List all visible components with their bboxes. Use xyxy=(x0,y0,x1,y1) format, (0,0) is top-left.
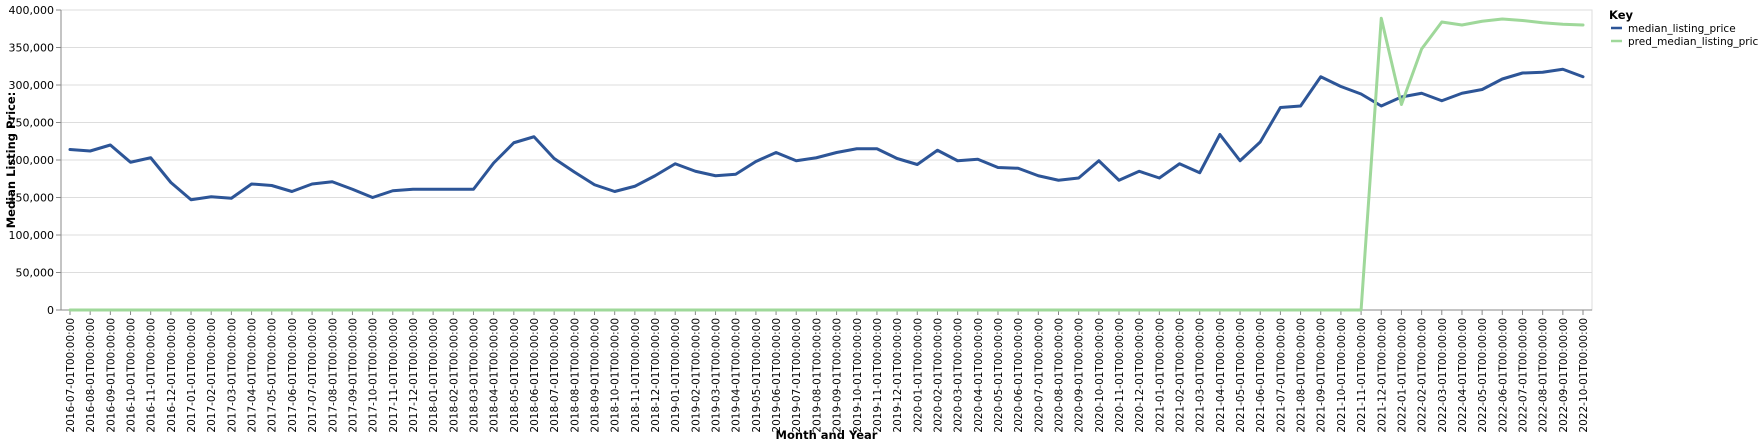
x-tick-label: 2016-12-01T00:00:00 xyxy=(166,318,178,433)
x-tick-label: 2021-08-01T00:00:00 xyxy=(1296,318,1308,433)
series-lines xyxy=(68,16,1585,312)
x-tick-label: 2018-12-01T00:00:00 xyxy=(650,318,662,433)
x-tick-label: 2020-09-01T00:00:00 xyxy=(1074,318,1086,433)
x-tick-label: 2021-02-01T00:00:00 xyxy=(1175,318,1187,433)
legend-items: median_listing_pricepred_median_listing_… xyxy=(1611,23,1759,48)
x-tick-label: 2017-07-01T00:00:00 xyxy=(307,318,319,433)
x-tick-label: 2020-02-01T00:00:00 xyxy=(932,318,944,433)
x-tick-label: 2018-11-01T00:00:00 xyxy=(630,318,642,433)
y-tick-label: 200,000 xyxy=(9,154,55,167)
x-tick-label: 2018-02-01T00:00:00 xyxy=(448,318,460,433)
x-tick-label: 2019-03-01T00:00:00 xyxy=(711,318,723,433)
x-tick-label: 2019-10-01T00:00:00 xyxy=(852,318,864,433)
x-tick-label: 2017-05-01T00:00:00 xyxy=(267,318,279,433)
x-tick-label: 2018-06-01T00:00:00 xyxy=(529,318,541,433)
x-tick-label: 2018-09-01T00:00:00 xyxy=(590,318,602,433)
x-tick-label: 2019-02-01T00:00:00 xyxy=(690,318,702,433)
x-tick-label: 2021-03-01T00:00:00 xyxy=(1195,318,1207,433)
x-tick-label: 2022-02-01T00:00:00 xyxy=(1417,318,1429,433)
x-tick-label: 2022-07-01T00:00:00 xyxy=(1517,318,1529,433)
legend-label-median_listing_price: median_listing_price xyxy=(1628,23,1736,35)
y-tick-label: 50,000 xyxy=(16,267,55,280)
x-tick-label: 2020-06-01T00:00:00 xyxy=(1013,318,1025,433)
x-tick-label: 2020-01-01T00:00:00 xyxy=(912,318,924,433)
x-tick-label: 2018-10-01T00:00:00 xyxy=(610,318,622,433)
x-tick-label: 2022-10-01T00:00:00 xyxy=(1578,318,1590,433)
x-tick-label: 2017-01-01T00:00:00 xyxy=(186,318,198,433)
y-tick-label: 400,000 xyxy=(9,4,55,17)
x-tick-label: 2019-05-01T00:00:00 xyxy=(751,318,763,433)
gridlines xyxy=(61,9,1592,311)
x-tick-label: 2017-04-01T00:00:00 xyxy=(247,318,259,433)
x-tick-label: 2019-08-01T00:00:00 xyxy=(811,318,823,433)
x-tick-label: 2016-11-01T00:00:00 xyxy=(146,318,158,433)
legend: Key median_listing_pricepred_median_list… xyxy=(1609,8,1759,48)
x-tick-label: 2017-11-01T00:00:00 xyxy=(388,318,400,433)
x-axis-title: Month and Year xyxy=(776,428,878,442)
y-tick-label: 0 xyxy=(47,304,54,317)
x-tick-label: 2019-04-01T00:00:00 xyxy=(731,318,743,433)
x-tick-label: 2022-01-01T00:00:00 xyxy=(1396,318,1408,433)
x-tick-label: 2019-11-01T00:00:00 xyxy=(872,318,884,433)
x-tick-label: 2022-09-01T00:00:00 xyxy=(1558,318,1570,433)
x-axis: 2016-07-01T00:00:00 2016-08-01T00:00:00 20… xyxy=(61,309,1592,433)
x-tick-label: 2019-06-01T00:00:00 xyxy=(771,318,783,433)
x-tick-label: 2020-03-01T00:00:00 xyxy=(953,318,965,433)
x-tick-label: 2021-07-01T00:00:00 xyxy=(1275,318,1287,433)
x-tick-label: 2017-09-01T00:00:00 xyxy=(347,318,359,433)
x-tick-label: 2021-06-01T00:00:00 xyxy=(1255,318,1267,433)
x-tick-label: 2019-12-01T00:00:00 xyxy=(892,318,904,433)
x-tick-label: 2020-08-01T00:00:00 xyxy=(1053,318,1065,433)
y-tick-label: 150,000 xyxy=(9,192,55,205)
x-tick-label: 2018-04-01T00:00:00 xyxy=(489,318,501,433)
x-tick-label: 2021-10-01T00:00:00 xyxy=(1336,318,1348,433)
x-tick-label: 2018-08-01T00:00:00 xyxy=(569,318,581,433)
x-tick-label: 2016-09-01T00:00:00 xyxy=(105,318,117,433)
x-tick-label: 2020-07-01T00:00:00 xyxy=(1033,318,1045,433)
x-tick-label: 2016-08-01T00:00:00 xyxy=(85,318,97,433)
x-tick-label: 2019-07-01T00:00:00 xyxy=(791,318,803,433)
x-tick-label: 2022-04-01T00:00:00 xyxy=(1457,318,1469,433)
x-tick-label: 2018-01-01T00:00:00 xyxy=(428,318,440,433)
x-tick-label: 2018-05-01T00:00:00 xyxy=(509,318,521,433)
x-tick-label: 2017-10-01T00:00:00 xyxy=(368,318,380,433)
legend-title: Key xyxy=(1609,8,1634,22)
x-tick-label: 2022-05-01T00:00:00 xyxy=(1477,318,1489,433)
x-tick-label: 2020-12-01T00:00:00 xyxy=(1134,318,1146,433)
series-line-median_listing_price xyxy=(68,67,1585,202)
x-tick-label: 2021-04-01T00:00:00 xyxy=(1215,318,1227,433)
x-tick-label: 2021-05-01T00:00:00 xyxy=(1235,318,1247,433)
x-tick-label: 2020-10-01T00:00:00 xyxy=(1094,318,1106,433)
x-tick-label: 2019-09-01T00:00:00 xyxy=(832,318,844,433)
x-tick-label: 2018-03-01T00:00:00 xyxy=(468,318,480,433)
x-tick-label: 2017-06-01T00:00:00 xyxy=(287,318,299,433)
y-tick-label: 300,000 xyxy=(9,79,55,92)
x-tick-label: 2016-10-01T00:00:00 xyxy=(126,318,138,433)
x-tick-label: 2022-03-01T00:00:00 xyxy=(1437,318,1449,433)
y-axis: 0 50,000 100,000 150,000 200,000 250,000 300,0… xyxy=(9,4,62,317)
x-tick-label: 2022-06-01T00:00:00 xyxy=(1497,318,1509,433)
y-axis-title: Median Listing Price: xyxy=(4,92,18,229)
x-tick-label: 2020-05-01T00:00:00 xyxy=(993,318,1005,433)
x-tick-label: 2021-01-01T00:00:00 xyxy=(1154,318,1166,433)
x-tick-label: 2021-11-01T00:00:00 xyxy=(1356,318,1368,433)
y-tick-label: 100,000 xyxy=(9,229,55,242)
x-tick-label: 2019-01-01T00:00:00 xyxy=(670,318,682,433)
x-tick-label: 2017-12-01T00:00:00 xyxy=(408,318,420,433)
x-tick-label: 2018-07-01T00:00:00 xyxy=(549,318,561,433)
x-tick-label: 2022-08-01T00:00:00 xyxy=(1538,318,1550,433)
legend-label-pred_median_listing_price: pred_median_listing_price xyxy=(1628,36,1759,48)
series-line-pred_median_listing_price xyxy=(68,16,1585,312)
x-tick-label: 2020-04-01T00:00:00 xyxy=(973,318,985,433)
x-tick-label: 2017-03-01T00:00:00 xyxy=(226,318,238,433)
y-tick-label: 350,000 xyxy=(9,42,55,55)
y-tick-label: 250,000 xyxy=(9,117,55,130)
x-tick-label: 2017-02-01T00:00:00 xyxy=(206,318,218,433)
x-tick-label: 2021-12-01T00:00:00 xyxy=(1376,318,1388,433)
x-tick-label: 2021-09-01T00:00:00 xyxy=(1316,318,1328,433)
x-tick-label: 2016-07-01T00:00:00 xyxy=(65,318,77,433)
x-tick-label: 2020-11-01T00:00:00 xyxy=(1114,318,1126,433)
x-tick-label: 2017-08-01T00:00:00 xyxy=(327,318,339,433)
